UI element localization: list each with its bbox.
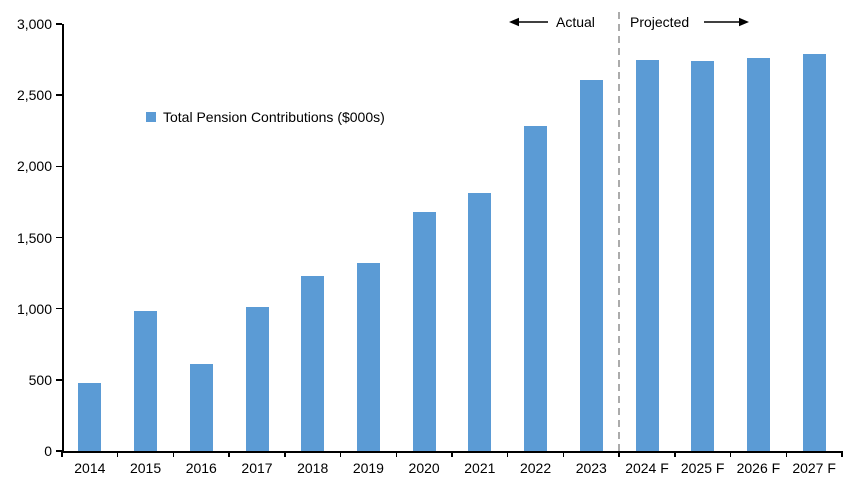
x-tick: [116, 451, 119, 457]
bar-2014: [78, 383, 102, 451]
x-tick: [618, 451, 620, 457]
y-tick: [56, 94, 62, 96]
x-tick: [451, 451, 453, 457]
x-axis-label: 2014: [74, 460, 106, 476]
bar-2027 F: [802, 53, 826, 451]
y-tick: [56, 23, 62, 25]
x-tick: [729, 451, 732, 457]
y-axis: [62, 24, 64, 453]
bar-2017: [245, 306, 269, 451]
y-axis-label: 3,000: [16, 16, 52, 32]
x-tick: [674, 451, 676, 457]
y-axis-label: 1,500: [16, 229, 52, 246]
x-axis-label: 2021: [464, 460, 496, 476]
x-tick: [785, 451, 788, 457]
x-axis-label: 2026 F: [736, 460, 781, 476]
y-axis-label: 2,500: [16, 87, 52, 104]
x-axis-label: 2023: [575, 460, 607, 476]
x-tick: [506, 451, 509, 457]
bar-2020: [412, 211, 436, 451]
legend: Total Pension Contributions ($000s): [146, 109, 385, 125]
x-axis-label: 2019: [352, 460, 384, 476]
x-tick: [172, 451, 175, 457]
x-axis-label: 2022: [519, 460, 552, 476]
legend-swatch-icon: [146, 112, 156, 122]
x-tick: [395, 451, 398, 457]
y-axis-label: 2,000: [16, 158, 52, 175]
y-tick: [56, 165, 62, 168]
y-tick: [56, 450, 62, 452]
x-tick: [339, 451, 342, 457]
x-axis-label: 2018: [297, 460, 329, 476]
y-axis-label: 1,000: [16, 300, 52, 317]
bar-2016: [189, 364, 213, 451]
x-axis-label: 2017: [241, 460, 273, 476]
x-tick: [841, 451, 843, 457]
projected-right-arrow-icon: [704, 17, 749, 27]
bar-2021: [468, 193, 492, 451]
x-axis-label: 2020: [408, 460, 440, 476]
x-axis-label: 2027 F: [792, 460, 836, 476]
x-axis-label: 2016: [185, 460, 217, 476]
x-tick: [61, 451, 63, 457]
bar-2026 F: [746, 58, 770, 451]
projected-label: Projected: [630, 14, 690, 30]
x-tick: [228, 451, 230, 457]
y-tick: [56, 236, 62, 239]
x-tick: [562, 451, 565, 457]
x-axis-label: 2015: [129, 460, 162, 476]
bar-2015: [134, 310, 158, 451]
x-tick: [284, 451, 286, 457]
y-tick: [56, 379, 62, 381]
y-axis-label: 500: [28, 371, 52, 388]
actual-label: Actual: [556, 14, 595, 30]
bar-2022: [524, 126, 548, 451]
bar-2023: [579, 79, 603, 451]
y-axis-label: 0: [44, 443, 52, 459]
bar-2019: [356, 263, 380, 451]
actual-projected-divider: [618, 12, 621, 451]
bar-2025 F: [691, 61, 715, 451]
y-tick: [56, 307, 62, 310]
bar-2018: [301, 275, 325, 451]
x-axis-label: 2025 F: [680, 460, 725, 476]
legend-label: Total Pension Contributions ($000s): [163, 109, 385, 125]
actual-left-arrow-icon: [509, 17, 548, 27]
bar-2024 F: [635, 59, 659, 451]
x-axis-label: 2024 F: [625, 460, 669, 476]
